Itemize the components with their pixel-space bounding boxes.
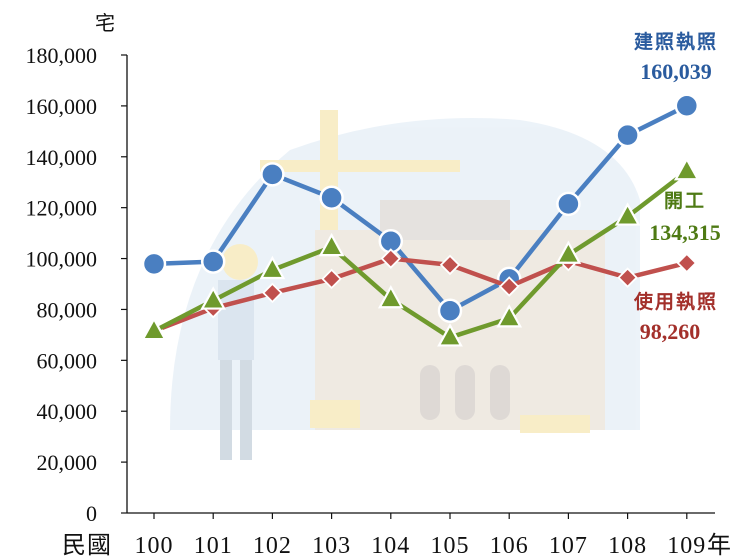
x-tick-label: 102	[253, 533, 292, 557]
data-point-使用執照	[617, 267, 638, 288]
y-tick-label: 140,000	[26, 145, 98, 170]
data-point-開工	[496, 304, 523, 328]
data-point-開工	[437, 323, 463, 347]
x-tick-label: 105	[431, 533, 470, 557]
data-point-建照執照	[615, 122, 640, 148]
series-end-value: 134,315	[649, 220, 721, 245]
y-tick-label: 60,000	[37, 348, 98, 373]
series-line-使用執照	[153, 256, 688, 334]
data-point-開工	[555, 240, 582, 264]
series-line-開工	[152, 169, 689, 340]
x-tick-label: 104	[371, 533, 410, 557]
y-tick-label: 40,000	[37, 399, 98, 424]
series-end-value: 98,260	[640, 319, 701, 344]
y-tick-label: 0	[86, 501, 97, 526]
data-point-開工	[673, 156, 700, 181]
y-tick-label: 20,000	[37, 450, 98, 475]
data-point-使用執照	[676, 252, 698, 274]
x-tick-label: 109	[667, 533, 706, 557]
x-tick-label: 101	[194, 533, 233, 557]
series-line-建照執照	[153, 103, 688, 313]
series-end-value: 160,039	[640, 59, 712, 84]
x-axis-ticks: 民國 100 101 102 103 104 105 106 107 108 109 年	[62, 513, 731, 557]
series-layer	[141, 93, 700, 347]
data-point-使用執照	[380, 248, 402, 269]
data-point-建照執照	[556, 191, 581, 217]
construction-illustration	[170, 110, 640, 460]
data-point-開工	[259, 255, 286, 280]
data-point-使用執照	[262, 282, 283, 304]
x-tick-label: 103	[312, 533, 351, 557]
data-point-建照執照	[437, 298, 463, 323]
data-point-開工	[614, 202, 641, 226]
x-tick-label: 100	[135, 533, 174, 557]
y-tick-label: 100,000	[26, 247, 98, 272]
data-point-開工	[377, 284, 404, 309]
data-point-開工	[200, 286, 227, 310]
data-point-開工	[318, 232, 345, 257]
data-point-使用執照	[439, 254, 461, 276]
series-name-label: 使用執照	[633, 290, 718, 313]
data-point-建照執照	[674, 93, 700, 119]
y-tick-label: 180,000	[26, 43, 98, 68]
data-point-建照執照	[200, 249, 226, 274]
x-axis-suffix: 年	[707, 532, 731, 557]
x-axis-prefix: 民國	[62, 533, 112, 557]
y-tick-label: 120,000	[26, 196, 98, 221]
series-labels: 建照執照 160,039 開工 134,315 使用執照 98,260	[633, 30, 721, 344]
x-tick-label: 107	[549, 533, 588, 557]
series-name-label: 開工	[664, 190, 706, 212]
y-axis-ticks: 0 20,000 40,000 60,000 80,000 100,000 120,000 1…	[26, 43, 127, 526]
data-point-建照執照	[319, 185, 344, 210]
axes: 宅	[95, 11, 715, 514]
data-point-使用執照	[498, 276, 520, 297]
y-tick-label: 160,000	[26, 94, 98, 119]
series-name-label: 建照執照	[634, 30, 718, 53]
data-point-開工	[141, 316, 167, 341]
x-tick-label: 108	[608, 533, 647, 557]
y-tick-label: 80,000	[37, 297, 98, 322]
data-point-使用執照	[321, 268, 342, 290]
y-axis-unit-label: 宅	[95, 11, 115, 35]
data-point-建照執照	[141, 251, 167, 277]
x-tick-label: 106	[490, 533, 529, 557]
data-point-建照執照	[260, 162, 285, 187]
